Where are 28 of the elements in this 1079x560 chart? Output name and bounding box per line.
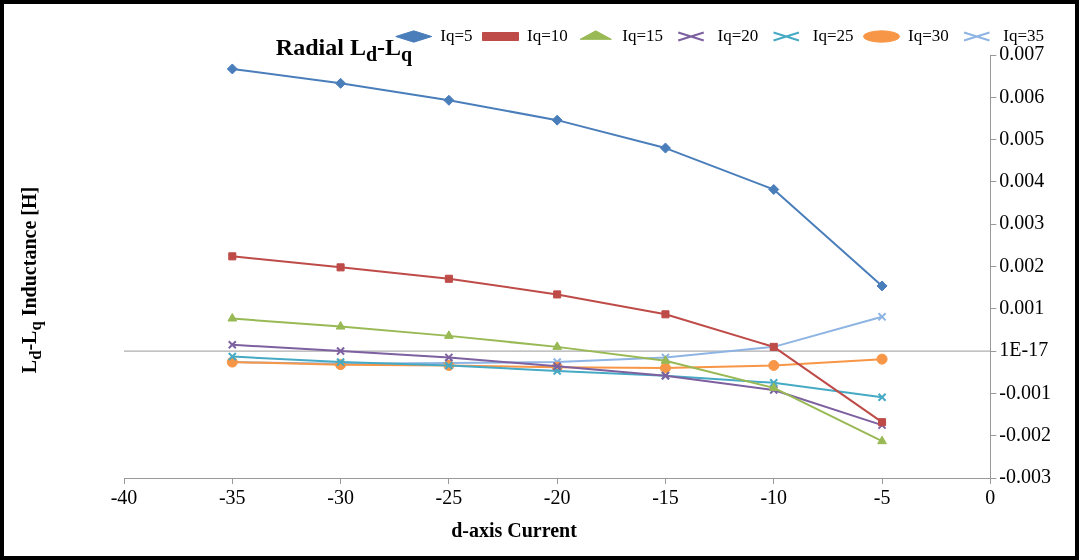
legend-label: Iq=25 [812,25,854,45]
x-tick-label: -15 [652,486,679,509]
y-tick-label: -0.002 [999,422,1052,445]
x-tick-label: -40 [110,486,138,509]
legend-label: Iq=15 [622,25,664,45]
legend-label: Iq=35 [1003,25,1044,45]
chart-title: Radial L$_{d}$-L$_{q}$ [275,34,413,65]
y-tick-label: -0.001 [999,380,1052,403]
y-tick-label: 0.002 [999,253,1045,276]
x-tick-label: -10 [760,486,788,509]
y-tick-label: 0.004 [999,169,1045,192]
x-tick-label: -25 [435,486,463,509]
x-tick-label: -20 [543,486,571,509]
legend-label: Iq=20 [717,25,759,45]
y-tick-label: 0.003 [999,211,1045,234]
legend-label: Iq=10 [527,25,568,45]
y-tick-label: 0.006 [999,84,1045,107]
x-tick-label: 0 [985,486,996,509]
legend-label: Iq=30 [908,25,949,45]
x-tick-label: -30 [327,486,354,509]
x-axis-title: d-axis Current [450,519,578,542]
y-tick-label: 1E-17 [999,338,1049,361]
legend-label: Iq=5 [440,25,473,45]
y-tick-label: -0.003 [999,465,1052,488]
y-tick-label: 0.005 [999,126,1045,149]
x-tick-label: -5 [873,486,891,509]
x-tick-label: -35 [218,486,246,509]
y-tick-label: 0.001 [999,296,1045,319]
